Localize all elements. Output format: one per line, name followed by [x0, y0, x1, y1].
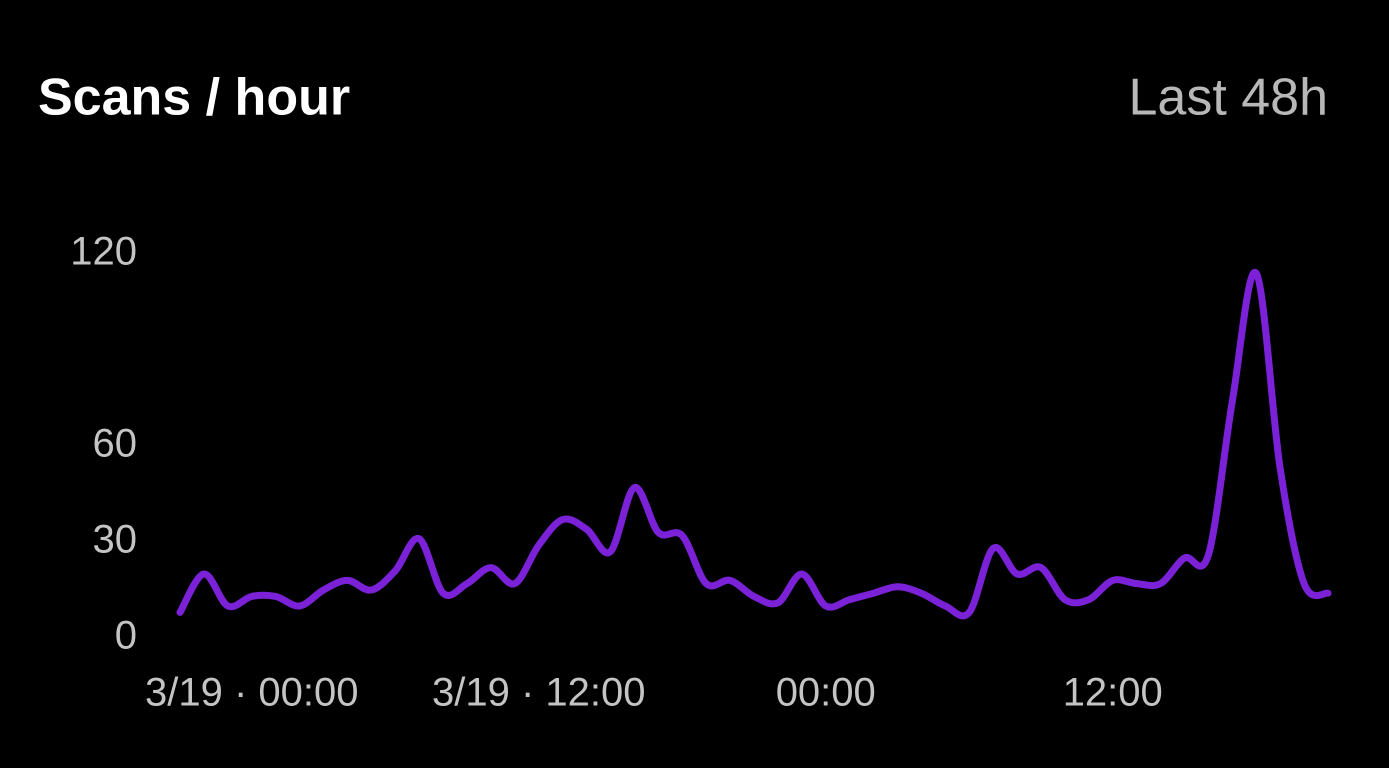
x-tick-label: 12:00 [1063, 671, 1163, 715]
y-tick-label: 30 [93, 518, 138, 562]
y-tick-label: 120 [70, 230, 137, 274]
data-line [176, 268, 1332, 620]
y-tick-label: 60 [93, 422, 138, 466]
y-tick-label: 0 [115, 614, 137, 658]
x-tick-label: 3/19 · 00:00 [145, 671, 359, 715]
chart-title: Scans / hour [38, 69, 350, 127]
chart-subtitle: Last 48h [1129, 69, 1329, 127]
x-tick-label: 00:00 [776, 671, 876, 715]
x-tick-label: 3/19 · 12:00 [432, 671, 646, 715]
